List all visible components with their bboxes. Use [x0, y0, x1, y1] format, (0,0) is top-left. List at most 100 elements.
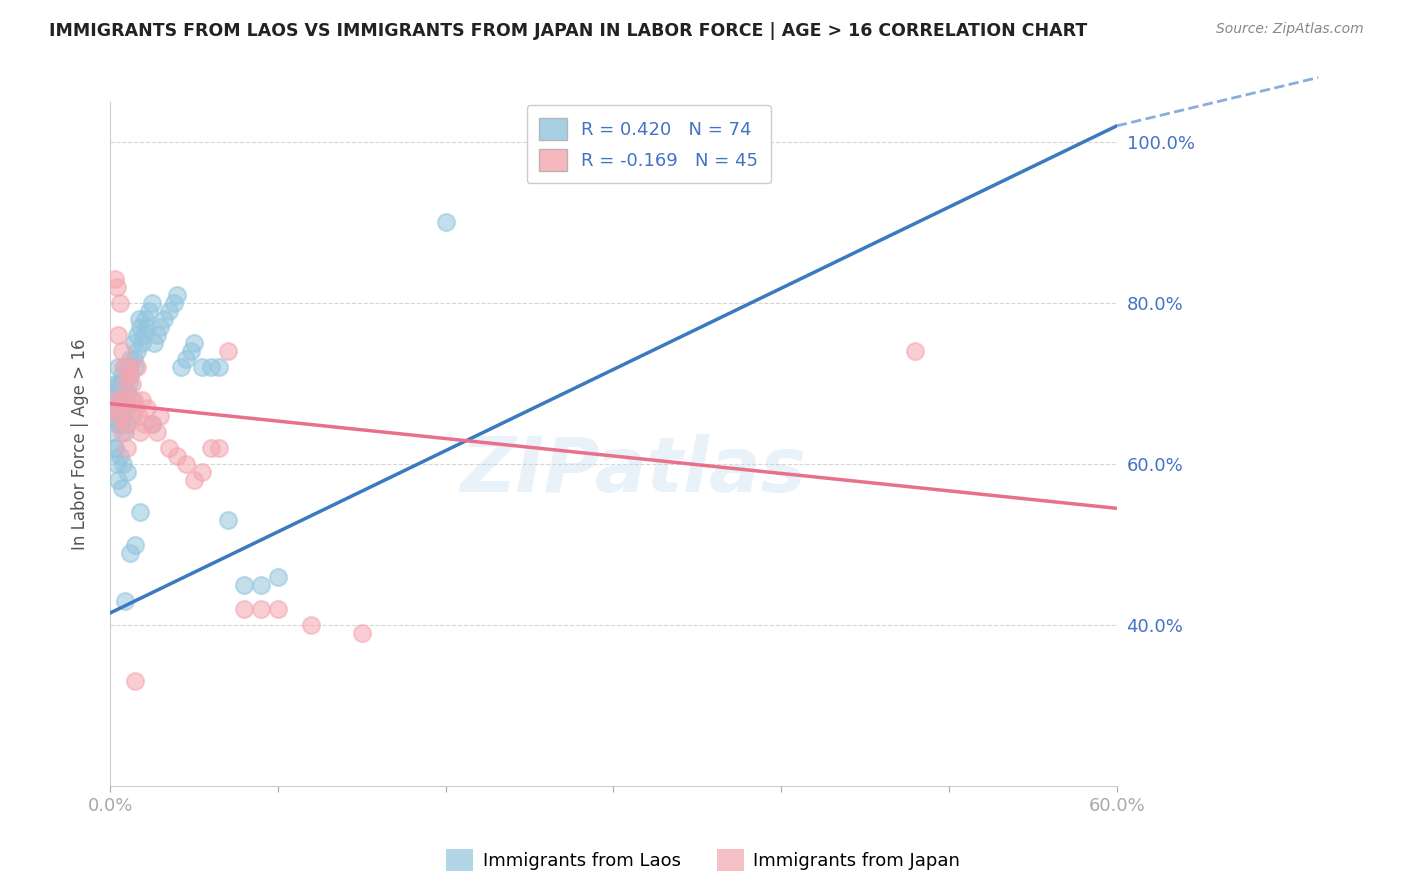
Text: IMMIGRANTS FROM LAOS VS IMMIGRANTS FROM JAPAN IN LABOR FORCE | AGE > 16 CORRELAT: IMMIGRANTS FROM LAOS VS IMMIGRANTS FROM … — [49, 22, 1087, 40]
Point — [111, 392, 134, 407]
Point — [146, 425, 169, 439]
Point — [142, 336, 165, 351]
Point — [114, 360, 136, 375]
Point — [125, 360, 148, 375]
Point — [111, 425, 134, 439]
Point — [217, 513, 239, 527]
Point — [233, 602, 256, 616]
Point — [163, 296, 186, 310]
Point — [112, 409, 135, 423]
Point — [115, 441, 138, 455]
Point — [129, 320, 152, 334]
Point — [120, 352, 142, 367]
Point — [105, 280, 128, 294]
Point — [111, 392, 134, 407]
Point — [124, 674, 146, 689]
Point — [108, 392, 131, 407]
Point — [136, 320, 159, 334]
Point — [108, 449, 131, 463]
Point — [250, 602, 273, 616]
Point — [174, 352, 197, 367]
Point — [125, 328, 148, 343]
Point — [174, 457, 197, 471]
Point — [103, 401, 125, 415]
Point — [132, 328, 155, 343]
Point — [434, 215, 457, 229]
Point — [104, 441, 127, 455]
Point — [115, 384, 138, 399]
Point — [233, 578, 256, 592]
Point — [115, 465, 138, 479]
Point — [104, 272, 127, 286]
Point — [904, 344, 927, 359]
Point — [120, 368, 142, 383]
Point — [121, 409, 143, 423]
Point — [117, 376, 139, 391]
Point — [267, 570, 290, 584]
Point — [208, 441, 231, 455]
Point — [131, 392, 153, 407]
Point — [104, 392, 127, 407]
Point — [141, 417, 163, 431]
Point — [134, 312, 156, 326]
Legend: R = 0.420   N = 74, R = -0.169   N = 45: R = 0.420 N = 74, R = -0.169 N = 45 — [527, 105, 770, 184]
Point — [125, 344, 148, 359]
Point — [112, 401, 135, 415]
Point — [132, 417, 155, 431]
Point — [105, 457, 128, 471]
Point — [122, 336, 145, 351]
Point — [200, 360, 222, 375]
Y-axis label: In Labor Force | Age > 16: In Labor Force | Age > 16 — [72, 338, 89, 549]
Point — [157, 304, 180, 318]
Point — [166, 449, 188, 463]
Point — [122, 392, 145, 407]
Point — [124, 401, 146, 415]
Point — [267, 602, 290, 616]
Point — [114, 376, 136, 391]
Point — [191, 360, 214, 375]
Point — [104, 376, 127, 391]
Point — [108, 296, 131, 310]
Legend: Immigrants from Laos, Immigrants from Japan: Immigrants from Laos, Immigrants from Ja… — [439, 842, 967, 879]
Point — [108, 417, 131, 431]
Point — [103, 401, 125, 415]
Point — [103, 409, 125, 423]
Point — [107, 409, 129, 423]
Point — [108, 376, 131, 391]
Point — [183, 336, 205, 351]
Point — [299, 618, 322, 632]
Text: ZIPatlas: ZIPatlas — [461, 434, 807, 508]
Point — [191, 465, 214, 479]
Point — [112, 360, 135, 375]
Point — [107, 376, 129, 391]
Point — [250, 578, 273, 592]
Point — [104, 392, 127, 407]
Point — [146, 328, 169, 343]
Point — [136, 401, 159, 415]
Point — [111, 481, 134, 495]
Point — [128, 312, 150, 326]
Point — [112, 457, 135, 471]
Point — [138, 304, 160, 318]
Point — [217, 344, 239, 359]
Point — [105, 417, 128, 431]
Point — [166, 288, 188, 302]
Point — [111, 344, 134, 359]
Point — [183, 473, 205, 487]
Point — [169, 360, 191, 375]
Point — [107, 409, 129, 423]
Point — [114, 425, 136, 439]
Point — [107, 360, 129, 375]
Point — [122, 352, 145, 367]
Point — [115, 401, 138, 415]
Point — [104, 441, 127, 455]
Point — [124, 538, 146, 552]
Point — [200, 441, 222, 455]
Point — [105, 384, 128, 399]
Point — [107, 328, 129, 343]
Point — [131, 336, 153, 351]
Point — [350, 626, 373, 640]
Point — [120, 368, 142, 383]
Point — [112, 376, 135, 391]
Point — [141, 296, 163, 310]
